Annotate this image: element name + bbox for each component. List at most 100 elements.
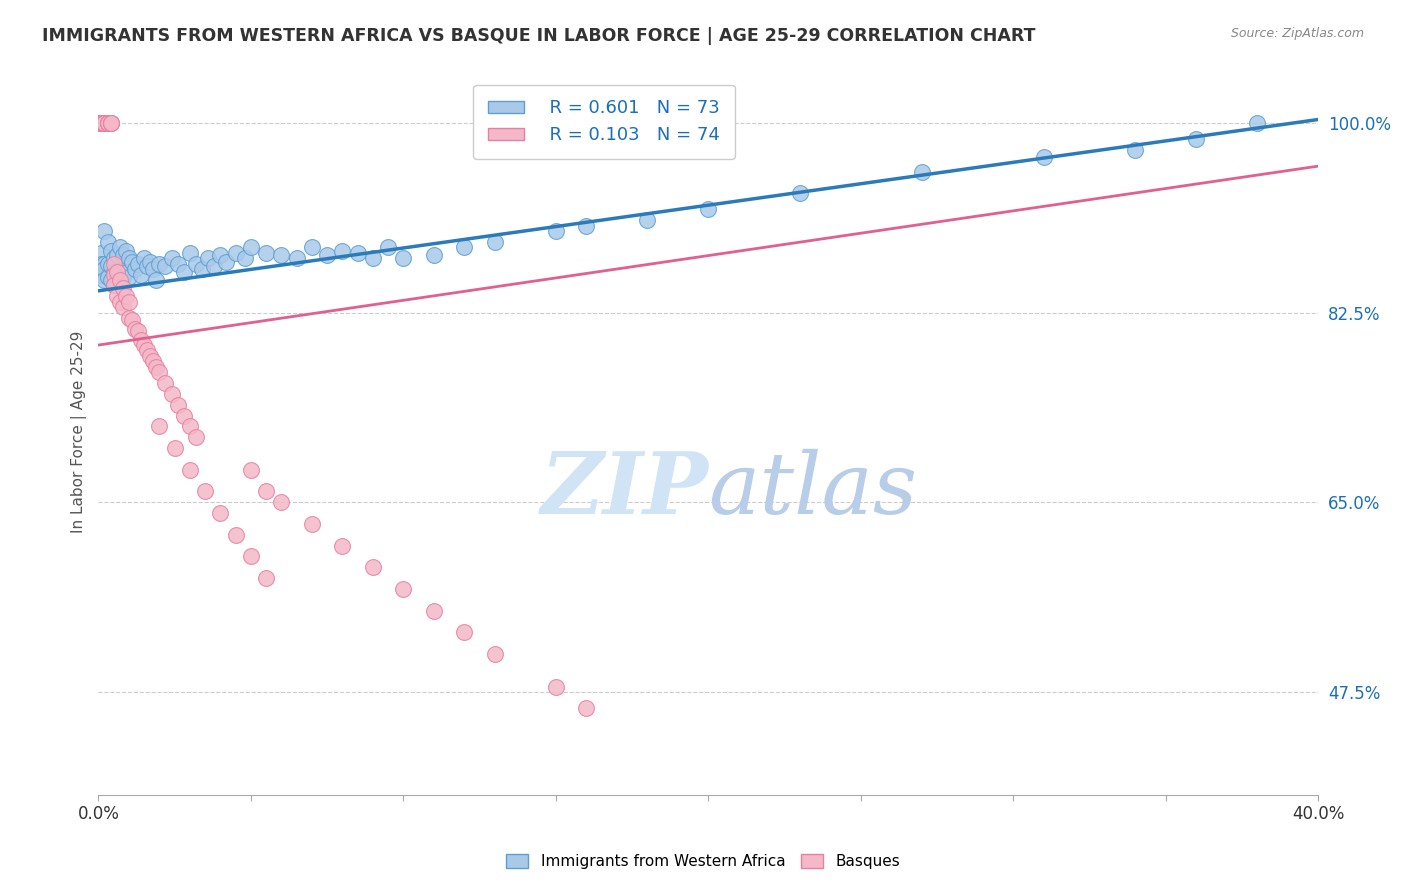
Point — [330, 539, 353, 553]
Point — [142, 354, 165, 368]
Point — [124, 262, 146, 277]
Point — [209, 248, 232, 262]
Point — [108, 240, 131, 254]
Point — [453, 240, 475, 254]
Point — [90, 116, 112, 130]
Point — [160, 252, 183, 266]
Point — [155, 376, 177, 390]
Text: Source: ZipAtlas.com: Source: ZipAtlas.com — [1230, 27, 1364, 40]
Point — [132, 338, 155, 352]
Point — [179, 419, 201, 434]
Point — [202, 259, 225, 273]
Point — [173, 265, 195, 279]
Point — [93, 116, 115, 130]
Point — [96, 116, 118, 130]
Point — [346, 245, 368, 260]
Point — [1123, 143, 1146, 157]
Point — [114, 289, 136, 303]
Point — [93, 257, 115, 271]
Point — [270, 248, 292, 262]
Point — [392, 252, 415, 266]
Point — [90, 116, 112, 130]
Point — [90, 116, 112, 130]
Point — [103, 265, 125, 279]
Point — [544, 224, 567, 238]
Point — [90, 116, 112, 130]
Point — [179, 463, 201, 477]
Point — [233, 252, 256, 266]
Point — [90, 268, 112, 282]
Point — [484, 647, 506, 661]
Point — [124, 322, 146, 336]
Point — [160, 387, 183, 401]
Point — [118, 252, 141, 266]
Point — [1032, 151, 1054, 165]
Point — [453, 625, 475, 640]
Point — [155, 259, 177, 273]
Point — [121, 313, 143, 327]
Point — [103, 257, 125, 271]
Point — [100, 259, 122, 273]
Point — [139, 254, 162, 268]
Point — [194, 484, 217, 499]
Point — [136, 259, 159, 273]
Point — [90, 116, 112, 130]
Point — [108, 273, 131, 287]
Point — [100, 273, 122, 287]
Point — [96, 116, 118, 130]
Point — [93, 116, 115, 130]
Point — [118, 310, 141, 325]
Point — [544, 680, 567, 694]
Point — [100, 116, 122, 130]
Point — [121, 254, 143, 268]
Point — [90, 116, 112, 130]
Point — [636, 213, 658, 227]
Point — [225, 528, 247, 542]
Point — [1185, 132, 1208, 146]
Point — [148, 419, 170, 434]
Point — [129, 333, 152, 347]
Point — [911, 164, 934, 178]
Point — [90, 116, 112, 130]
Point — [215, 254, 238, 268]
Point — [148, 257, 170, 271]
Point — [90, 116, 112, 130]
Point — [93, 224, 115, 238]
Point — [209, 506, 232, 520]
Point — [114, 244, 136, 258]
Text: ZIP: ZIP — [540, 448, 709, 532]
Point — [111, 248, 134, 262]
Point — [90, 116, 112, 130]
Point — [301, 240, 323, 254]
Point — [145, 359, 167, 374]
Legend:   R = 0.601   N = 73,   R = 0.103   N = 74: R = 0.601 N = 73, R = 0.103 N = 74 — [474, 85, 735, 159]
Point — [90, 116, 112, 130]
Point — [789, 186, 811, 201]
Point — [254, 245, 277, 260]
Point — [93, 262, 115, 277]
Point — [90, 116, 112, 130]
Point — [96, 235, 118, 249]
Point — [184, 430, 207, 444]
Text: IMMIGRANTS FROM WESTERN AFRICA VS BASQUE IN LABOR FORCE | AGE 25-29 CORRELATION : IMMIGRANTS FROM WESTERN AFRICA VS BASQUE… — [42, 27, 1036, 45]
Point — [127, 257, 149, 271]
Point — [90, 116, 112, 130]
Point — [139, 349, 162, 363]
Point — [142, 262, 165, 277]
Point — [90, 245, 112, 260]
Point — [103, 278, 125, 293]
Point — [127, 324, 149, 338]
Point — [100, 116, 122, 130]
Point — [118, 269, 141, 284]
Point — [103, 268, 125, 282]
Point — [100, 244, 122, 258]
Point — [285, 252, 308, 266]
Point — [90, 257, 112, 271]
Point — [239, 240, 262, 254]
Point — [301, 516, 323, 531]
Point — [93, 116, 115, 130]
Point — [111, 300, 134, 314]
Point — [377, 240, 399, 254]
Point — [239, 549, 262, 564]
Legend: Immigrants from Western Africa, Basques: Immigrants from Western Africa, Basques — [499, 848, 907, 875]
